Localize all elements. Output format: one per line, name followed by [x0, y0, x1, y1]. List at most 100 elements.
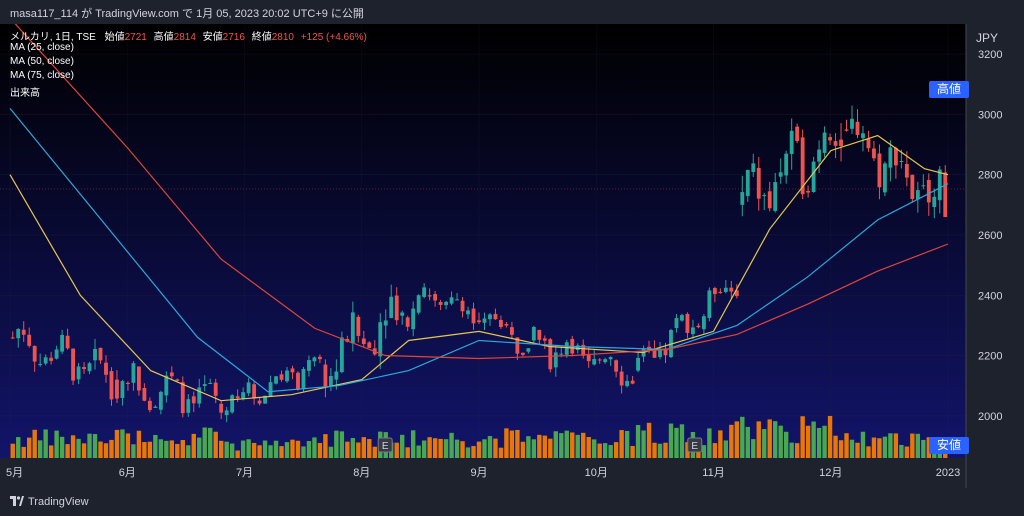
candle-body [466, 310, 470, 315]
candle-body [422, 287, 427, 297]
candle-body [499, 319, 503, 328]
candle-body [361, 338, 366, 345]
candle-body [43, 357, 48, 364]
candle-body [268, 382, 273, 397]
candle-body [136, 366, 141, 391]
candle-body [16, 328, 21, 339]
candle-body [729, 287, 734, 292]
candle-body [833, 141, 838, 146]
candle-body [32, 345, 37, 362]
candle-body [625, 380, 630, 387]
volume-bar [871, 437, 877, 458]
volume-bar [586, 436, 591, 458]
candle-body [509, 327, 514, 335]
candle-body [685, 313, 690, 333]
candle-body [87, 363, 92, 372]
candle-body [767, 191, 772, 209]
volume-bar [158, 439, 164, 458]
volume-bar [16, 437, 21, 458]
volume-bar [619, 430, 624, 458]
candle-body [712, 288, 717, 295]
candle-body [866, 138, 871, 149]
candle-body [164, 375, 169, 396]
volume-bar [427, 437, 432, 458]
candle-body [471, 308, 476, 324]
legend-ma50: MA (50, close) [10, 56, 74, 67]
volume-bar [103, 443, 109, 458]
candle-body [383, 320, 388, 326]
volume-bar [295, 440, 301, 458]
volume-bar [674, 427, 679, 458]
volume-bar [169, 440, 175, 458]
volume-bar [734, 421, 740, 458]
volume-bar [54, 430, 59, 458]
candle-body [142, 388, 147, 401]
volume-bar [581, 432, 586, 458]
time-tick: 2023 [936, 467, 960, 479]
volume-bar [432, 438, 438, 458]
candle-body [65, 335, 70, 349]
volume-bar [465, 447, 471, 458]
currency-label: JPY [976, 31, 998, 45]
candle-body [455, 299, 459, 301]
volume-bar [334, 430, 339, 458]
candle-body [93, 349, 97, 361]
candle-body [246, 382, 251, 394]
volume-bar [504, 428, 509, 458]
volume-bar [367, 439, 372, 458]
price-axis-ticks: 2000 2200 2400 2600 2800 3000 3200 [978, 49, 1002, 423]
volume-bar [849, 439, 855, 458]
candle-body [27, 334, 32, 346]
volume-bar [251, 442, 257, 458]
candle-body [910, 174, 915, 199]
candle-body [839, 139, 843, 146]
candle-body [224, 410, 229, 416]
currency-text: JPY [976, 31, 999, 45]
volume-bar [751, 439, 756, 458]
candle-body [861, 133, 865, 139]
candle-body [104, 362, 108, 375]
volume-bar [679, 424, 685, 458]
candle-body [915, 190, 920, 200]
candle-body [756, 167, 761, 199]
candle-body [553, 352, 558, 368]
volume-bar [860, 431, 866, 458]
volume-bar [81, 443, 87, 458]
volume-bar [827, 415, 833, 458]
time-tick: 5月 [6, 467, 23, 479]
candle-body [60, 334, 65, 352]
candle-body [614, 360, 619, 372]
high-tag: 高値 [929, 81, 969, 98]
candle-body [444, 301, 449, 306]
volume-bar [575, 434, 580, 458]
candle-body [378, 322, 383, 357]
brand[interactable]: TradingView [10, 496, 89, 508]
candle-body [213, 382, 218, 396]
candle-body [175, 379, 180, 381]
volume-bar [460, 441, 465, 458]
volume-bar [882, 436, 888, 458]
candle-body [822, 132, 827, 153]
volume-bar [630, 446, 635, 458]
candle-body [328, 376, 333, 387]
volume-bar [509, 430, 515, 458]
volume-bar [712, 443, 718, 458]
candle-body [674, 318, 679, 329]
legend-ma50-label: MA (50, close) [10, 56, 74, 67]
legend-ma25-label: MA (25, close) [10, 42, 74, 53]
volume-bar [301, 446, 306, 458]
legend-close-label: 終値 [251, 32, 272, 43]
candle-body [773, 182, 778, 211]
volume-bar [570, 432, 575, 458]
candle-body [800, 137, 805, 195]
volume-bar [910, 433, 915, 458]
candle-body [279, 374, 284, 380]
legend-high-label: 高値 [153, 32, 174, 43]
volume-bar [526, 436, 531, 458]
candle-body [520, 352, 525, 355]
volume-bar [783, 431, 789, 458]
candle-body [817, 149, 822, 162]
candle-body [806, 190, 811, 193]
